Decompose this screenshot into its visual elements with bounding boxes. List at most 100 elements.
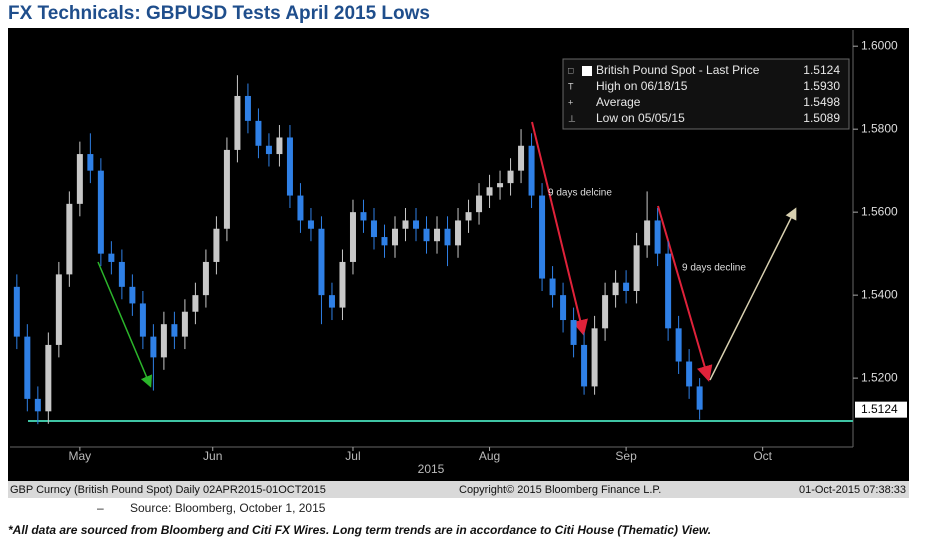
legend-name: High on 06/18/15 xyxy=(596,79,688,93)
footer-text: Copyright© 2015 Bloomberg Finance L.P. xyxy=(459,484,661,496)
y-tick-label: 1.5600 xyxy=(861,204,898,218)
candle-body xyxy=(581,344,588,387)
legend: □ British Pound Spot - Last Price 1.5124 T H… xyxy=(562,58,850,130)
candle-body xyxy=(171,324,178,337)
x-tick-label: Sep xyxy=(615,449,637,463)
candle-body xyxy=(339,261,346,308)
trend-arrow xyxy=(657,205,713,382)
footer-text: GBP Curncy (British Pound Spot) Daily 02… xyxy=(10,484,326,496)
source: Source: Bloomberg, October 1, 2015 xyxy=(130,501,326,515)
candle-body xyxy=(486,187,493,196)
candle-body xyxy=(644,220,651,246)
candle-body xyxy=(402,220,409,229)
legend-box xyxy=(562,58,850,130)
candle-body xyxy=(181,311,188,337)
legend-swatch xyxy=(582,66,592,76)
candle-body xyxy=(434,228,441,242)
candle-body xyxy=(370,220,377,238)
candle-body xyxy=(423,228,430,242)
candle-body xyxy=(391,228,398,246)
legend-value: 1.5498 xyxy=(803,95,840,109)
candle-body xyxy=(108,253,115,262)
x-tick-label: May xyxy=(69,449,92,463)
candle-body xyxy=(686,361,693,387)
candle-body xyxy=(328,295,335,308)
candle-body xyxy=(87,154,94,171)
legend-name: Average xyxy=(596,95,641,109)
candle-body xyxy=(150,336,157,358)
candle-body xyxy=(34,398,41,412)
x-tick-label: Oct xyxy=(753,449,772,463)
candle-body xyxy=(539,195,546,279)
candle-body xyxy=(413,220,420,229)
y-tick-label: 1.5800 xyxy=(861,121,898,135)
candle-body xyxy=(633,245,640,291)
candle-body xyxy=(118,261,125,287)
candle-body xyxy=(444,228,451,246)
candle-body xyxy=(24,336,31,399)
candle-body xyxy=(55,274,62,345)
chart: 9 days delcine 9 days decline 2015 GBP C… xyxy=(8,28,909,498)
candle-body xyxy=(76,154,83,204)
x-tick-label: Aug xyxy=(479,449,500,463)
candle-body xyxy=(244,95,251,121)
annotation: 9 days delcine xyxy=(548,188,612,199)
candle-body xyxy=(497,183,504,188)
candle-body xyxy=(97,170,104,254)
candle-body xyxy=(654,220,661,254)
candle-body xyxy=(45,344,52,412)
legend-name: Low on 05/05/15 xyxy=(596,111,685,125)
bullet: – xyxy=(97,501,104,515)
candle-body xyxy=(234,95,241,150)
legend-value: 1.5930 xyxy=(803,79,840,93)
legend-name: British Pound Spot - Last Price xyxy=(596,63,760,77)
trend-arrow xyxy=(709,207,797,381)
legend-icon: ⊥ xyxy=(568,113,576,123)
footer-text: 01-Oct-2015 07:38:33 xyxy=(799,484,906,496)
candle-body xyxy=(66,203,73,275)
candle-body xyxy=(202,261,209,296)
footnote: *All data are sourced from Bloomberg and… xyxy=(8,523,712,537)
y-tick-label: 1.5400 xyxy=(861,287,898,301)
candle-body xyxy=(160,324,167,358)
annotation: 9 days decline xyxy=(682,263,746,274)
candle-body xyxy=(591,328,598,387)
candle-body xyxy=(623,282,630,291)
x-tick-label: Jul xyxy=(345,449,360,463)
candle-body xyxy=(602,295,609,329)
footer-band xyxy=(8,481,909,498)
candle-body xyxy=(549,278,556,296)
candle-body xyxy=(213,228,220,262)
candle-body xyxy=(665,253,672,329)
candle-body xyxy=(286,137,293,196)
title: FX Technicals: GBPUSD Tests April 2015 L… xyxy=(8,3,430,24)
candle-body xyxy=(696,386,703,410)
x-axis-title: 2015 xyxy=(418,462,445,476)
candle-body xyxy=(528,145,535,196)
candle-body xyxy=(297,195,304,221)
last-price-tag xyxy=(855,401,907,418)
candle-body xyxy=(560,295,567,321)
candle-body xyxy=(507,170,514,184)
candle-body xyxy=(518,145,525,171)
candle-body xyxy=(476,195,483,213)
last-price-label: 1.5124 xyxy=(861,402,898,416)
candle-body xyxy=(465,212,472,221)
trend-arrow xyxy=(531,121,588,336)
candle-body xyxy=(318,228,325,296)
trend-arrow xyxy=(97,261,153,388)
legend-value: 1.5124 xyxy=(803,63,840,77)
candle-body xyxy=(276,137,283,155)
candle-body xyxy=(381,237,388,246)
candle-body xyxy=(307,220,314,229)
legend-icon: T xyxy=(568,81,574,91)
candle-body xyxy=(13,286,20,337)
candle-body xyxy=(675,328,682,362)
x-tick-label: Jun xyxy=(203,449,222,463)
candle-body xyxy=(455,220,462,246)
candle-body xyxy=(129,286,136,304)
legend-value: 1.5089 xyxy=(803,111,840,125)
candle-body xyxy=(570,320,577,345)
legend-icon: □ xyxy=(568,65,574,75)
